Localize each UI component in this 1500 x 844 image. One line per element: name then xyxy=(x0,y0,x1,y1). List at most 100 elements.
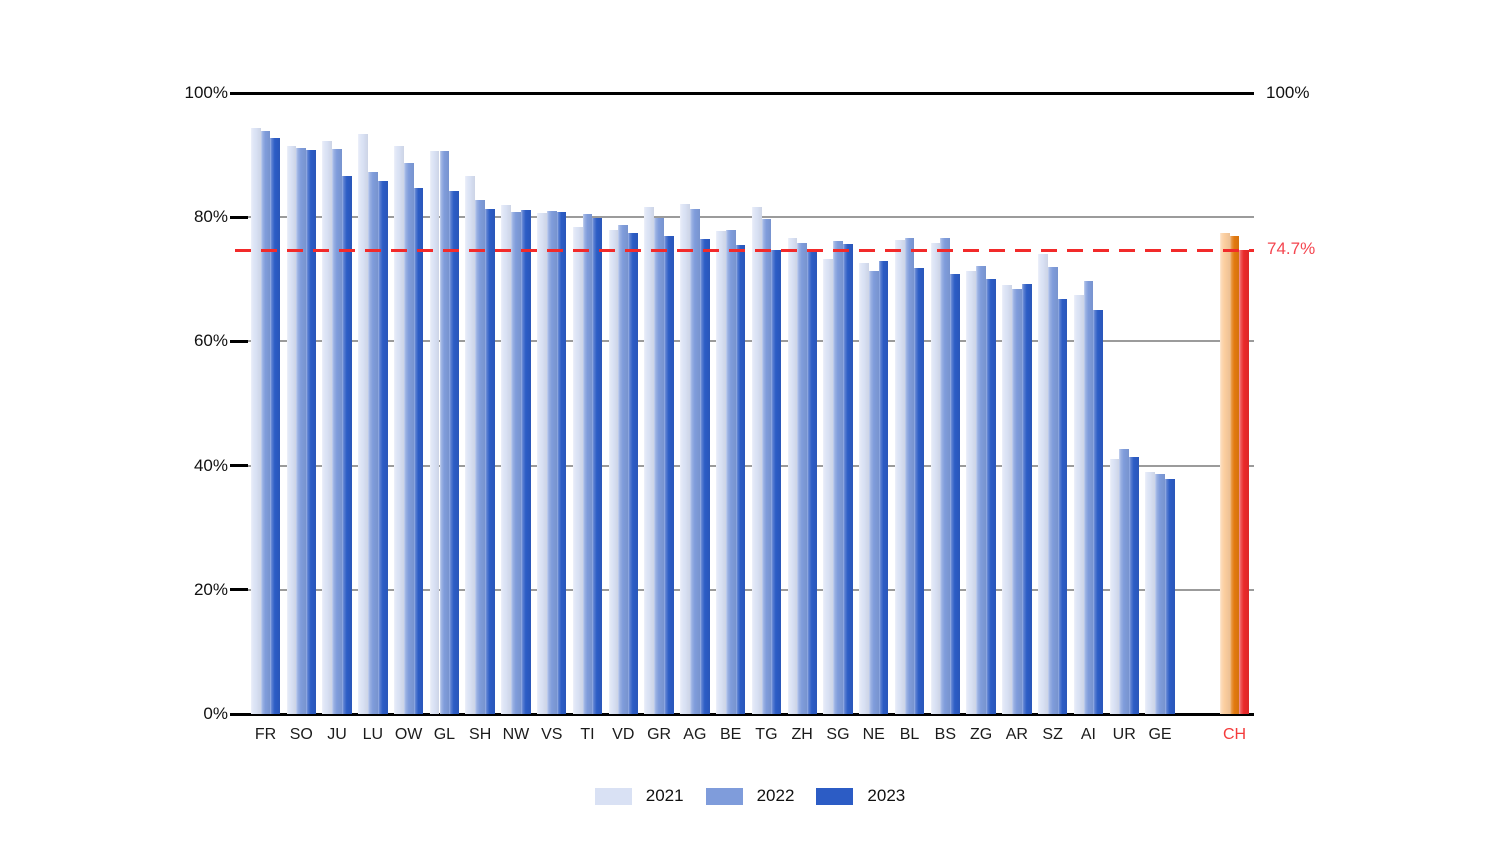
bar-BL-2023 xyxy=(914,268,925,714)
bar-GR-2022 xyxy=(654,218,664,714)
gridline-20 xyxy=(248,588,1254,591)
bar-FR-2023 xyxy=(270,138,281,714)
bar-BE-2022 xyxy=(725,229,736,714)
x-label-OW: OW xyxy=(394,726,423,743)
x-label-AG: AG xyxy=(683,726,707,743)
bar-SG-2021 xyxy=(823,259,834,714)
x-label-LU: LU xyxy=(362,726,384,743)
bar-NE-2021 xyxy=(859,263,869,714)
bar-VS-2022 xyxy=(546,210,557,714)
y-axis-label-40: 40% xyxy=(193,455,228,475)
legend-label-2021: 2021 xyxy=(645,786,684,805)
bar-NW-2021 xyxy=(501,204,512,714)
bar-FR-2022 xyxy=(260,130,271,714)
bar-GL-2022 xyxy=(439,151,450,714)
bar-NW-2023 xyxy=(520,209,531,714)
bar-UR-2023 xyxy=(1129,456,1139,714)
bar-OW-2022 xyxy=(403,162,414,714)
bar-ZH-2021 xyxy=(787,238,798,714)
x-label-BE: BE xyxy=(719,726,742,743)
axis-line-100 xyxy=(235,91,1254,95)
bar-LU-2022 xyxy=(367,171,378,714)
bar-ZH-2022 xyxy=(797,243,808,714)
bar-CH-2022 xyxy=(1229,235,1240,714)
x-label-SZ: SZ xyxy=(1042,726,1063,743)
legend: 2021 2022 2023 xyxy=(0,786,1500,806)
x-label-FR: FR xyxy=(254,726,277,743)
bar-UR-2021 xyxy=(1109,459,1120,714)
bar-BE-2021 xyxy=(715,230,726,714)
bar-VS-2021 xyxy=(537,213,547,714)
y-axis-label-60: 60% xyxy=(193,331,228,351)
legend-item-2023: 2023 xyxy=(816,786,905,806)
bar-SH-2021 xyxy=(465,175,476,714)
bar-AG-2022 xyxy=(689,209,700,714)
x-label-UR: UR xyxy=(1112,726,1136,743)
x-label-AI: AI xyxy=(1080,726,1096,743)
axis-line-0 xyxy=(235,713,1254,716)
bar-GE-2021 xyxy=(1145,472,1156,714)
x-label-GE: GE xyxy=(1148,726,1172,743)
legend-label-2023: 2023 xyxy=(867,786,906,805)
bar-OW-2021 xyxy=(393,146,404,714)
x-label-SG: SG xyxy=(826,726,850,743)
bar-NE-2022 xyxy=(868,270,879,714)
bar-TG-2022 xyxy=(761,219,772,714)
bar-TI-2023 xyxy=(592,218,603,714)
gridline-40 xyxy=(248,464,1254,467)
x-label-ZG: ZG xyxy=(969,726,993,743)
bar-GL-2023 xyxy=(449,191,460,714)
x-label-GL: GL xyxy=(433,726,456,743)
bar-SZ-2021 xyxy=(1037,253,1048,714)
bar-SG-2022 xyxy=(833,240,843,714)
bar-LU-2023 xyxy=(377,181,388,714)
bar-ZG-2022 xyxy=(976,266,986,714)
bar-VS-2023 xyxy=(556,211,567,714)
bar-NW-2022 xyxy=(511,211,521,714)
x-label-JU: JU xyxy=(327,726,347,743)
x-label-TG: TG xyxy=(755,726,778,743)
y-axis-label-80: 80% xyxy=(193,207,228,227)
bar-AR-2021 xyxy=(1002,284,1012,714)
bar-JU-2022 xyxy=(332,148,342,714)
x-label-GR: GR xyxy=(647,726,672,743)
x-label-TI: TI xyxy=(580,726,595,743)
bar-BS-2023 xyxy=(950,273,961,714)
bar-GE-2022 xyxy=(1155,474,1165,714)
bar-UR-2022 xyxy=(1119,449,1130,714)
bar-SH-2023 xyxy=(485,209,495,714)
x-label-SO: SO xyxy=(289,726,313,743)
x-label-NE: NE xyxy=(862,726,885,743)
bar-GE-2023 xyxy=(1164,479,1175,714)
bar-JU-2023 xyxy=(341,175,352,714)
y-axis-label-20: 20% xyxy=(193,579,228,599)
bar-AI-2023 xyxy=(1093,310,1104,714)
bar-CH-2021 xyxy=(1219,233,1230,714)
bar-GR-2023 xyxy=(663,236,674,714)
bar-SG-2023 xyxy=(842,243,853,714)
x-label-NW: NW xyxy=(502,726,530,743)
x-label-VS: VS xyxy=(541,726,563,743)
y-tick-20 xyxy=(230,588,248,592)
bar-BL-2021 xyxy=(894,240,905,714)
bar-FR-2021 xyxy=(250,127,261,714)
legend-swatch-2022 xyxy=(705,787,743,805)
bar-BL-2022 xyxy=(904,238,915,714)
y-tick-40 xyxy=(230,464,248,468)
x-label-SH: SH xyxy=(469,726,492,743)
bar-ZG-2023 xyxy=(986,278,996,714)
bar-VD-2021 xyxy=(608,230,619,714)
reference-line-label: 74.7% xyxy=(1267,239,1316,259)
bar-CH-2023 xyxy=(1239,250,1250,714)
bar-JU-2021 xyxy=(322,141,333,714)
legend-item-2021: 2021 xyxy=(594,786,684,806)
bar-SO-2023 xyxy=(306,150,316,714)
bar-TG-2023 xyxy=(771,250,782,714)
bar-AI-2021 xyxy=(1073,294,1084,714)
bar-VD-2022 xyxy=(618,224,629,714)
bar-TG-2021 xyxy=(751,207,762,714)
bar-BS-2022 xyxy=(940,238,951,714)
y-tick-0 xyxy=(230,712,248,716)
y-axis-label-0: 0% xyxy=(203,704,228,723)
